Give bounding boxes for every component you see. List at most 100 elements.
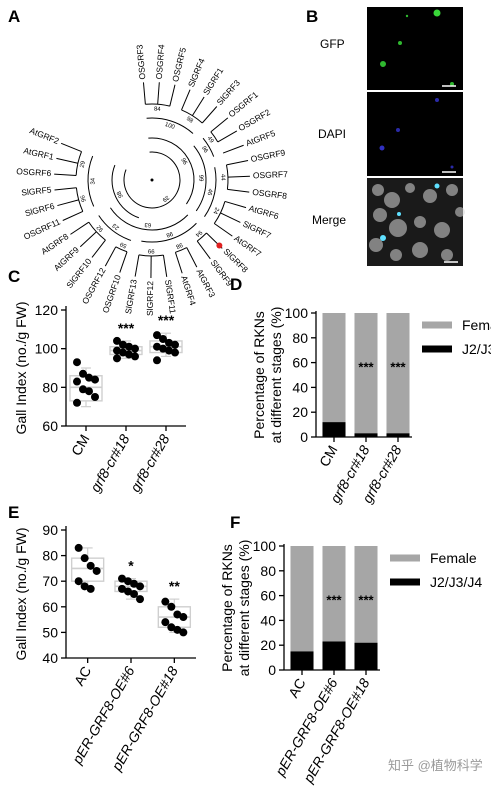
data-point [92,566,101,575]
y-axis-label: at different stages (%) [236,540,252,677]
tree-branch [181,89,191,111]
bootstrap-value: 84 [154,107,162,114]
tree-branch [56,157,78,164]
leaf-label: SlGRF13 [123,278,139,314]
chart-d: 0 20 40 60 80 100 Percentage of RKNs at differe… [251,305,491,506]
y-tick-label: 50 [42,624,58,640]
data-point [79,369,87,378]
data-point [161,618,170,627]
data-point [79,385,87,394]
y-tick-label: 80 [260,563,276,579]
legend-label-j2: J2/J3/J4 [462,341,491,357]
bootstrap-value: 96 [80,194,88,203]
leaf-label: SlGRF5 [21,185,52,198]
tree-branch [54,187,77,191]
data-point [161,597,170,606]
bar-j2 [354,433,378,437]
tree-branch [210,117,229,133]
data-point [124,577,132,586]
x-tick-label: AC [71,664,95,689]
bootstrap-value: 92 [96,223,105,232]
bootstrap-value: 98 [165,230,174,238]
y-tick-label: 90 [42,522,58,538]
row-label-merge: Merge [312,213,346,227]
tree-branch [54,173,77,176]
watermark: 知乎 @植物科学 [388,758,483,773]
data-point [136,595,144,604]
leaf-label: OSGRF3 [134,44,147,80]
leaf-label: OSGRF7 [253,169,289,180]
significance-mark: *** [326,592,342,607]
y-tick-label: 70 [42,573,58,589]
data-point [113,336,121,345]
y-tick-label: 60 [42,418,58,434]
data-point [86,584,95,593]
significance-mark: ** [169,578,180,594]
y-tick-label: 20 [292,404,308,420]
bootstrap-value: 96 [179,157,188,166]
tree-branch [201,106,218,124]
leaf-label: OSGRF5 [170,46,188,83]
bar-female [322,313,346,423]
data-point [173,625,182,634]
tree-branch [109,207,189,231]
data-point [165,346,173,355]
tree-branch [193,145,207,212]
leaf-label: OSGRF8 [252,187,288,201]
legend-label-j2: J2/J3/J4 [430,574,482,590]
y-axis-label: Gall Index (no./g FW) [13,301,29,434]
data-point [153,356,161,365]
leaf-label: AtGRF6 [248,203,281,221]
y-tick-label: 100 [285,305,309,321]
y-axis-label: Percentage of RKNs [219,544,235,672]
y-tick-label: 40 [42,650,58,666]
dapi-nucleus [379,145,385,151]
tree-branch [196,240,211,260]
tree-branch [138,254,164,257]
merge-nucleus [397,212,401,216]
bootstrap-value: 49 [206,135,215,144]
tree-branch [119,251,128,273]
microscopy-panel: GFP DAPI Merge [312,7,465,266]
bootstrap-value: 99 [147,247,154,253]
y-axis-label: Percentage of RKNs [251,311,267,439]
tree-branch [79,231,97,248]
chart-f: 0 20 40 60 80 100 Percentage of RKNs at differe… [219,538,482,786]
merge-nucleus [434,183,440,189]
y-tick-label: 40 [260,612,276,628]
gfp-nucleus [398,41,402,45]
data-point [130,590,138,598]
tree-branch [87,155,95,207]
tree-branch [220,212,241,223]
tree-branch [134,254,140,277]
y-tick-label: 60 [292,355,308,371]
significance-mark: *** [118,320,135,336]
significance-mark: *** [358,592,374,607]
leaf-label: OSGRF4 [154,44,167,80]
row-label-gfp: GFP [320,37,345,51]
tree-branch [157,82,160,105]
bootstrap-value: 63 [144,221,152,228]
data-point [119,340,127,349]
tree-branch [62,210,83,221]
tree-branch [227,188,250,193]
data-point [125,350,133,359]
y-tick-label: 60 [260,588,276,604]
x-tick-label: grf8-cr#18 [87,431,133,494]
y-tick-label: 80 [42,379,58,395]
tree-branch [145,103,170,107]
tree-branch [210,131,219,143]
bootstrap-value: 96 [200,145,209,154]
data-point [165,338,173,347]
x-tick-label: CM [316,443,341,470]
tree-branch [196,232,207,242]
tree-branch [186,247,198,268]
data-point [80,582,89,591]
y-tick-label: 20 [260,637,276,653]
data-point [130,579,138,588]
significance-mark: *** [158,312,175,328]
tree-branch [104,246,117,267]
legend-label-female: Female [462,317,491,333]
bar-j2 [322,422,346,437]
panel-label-a: A [8,7,20,26]
